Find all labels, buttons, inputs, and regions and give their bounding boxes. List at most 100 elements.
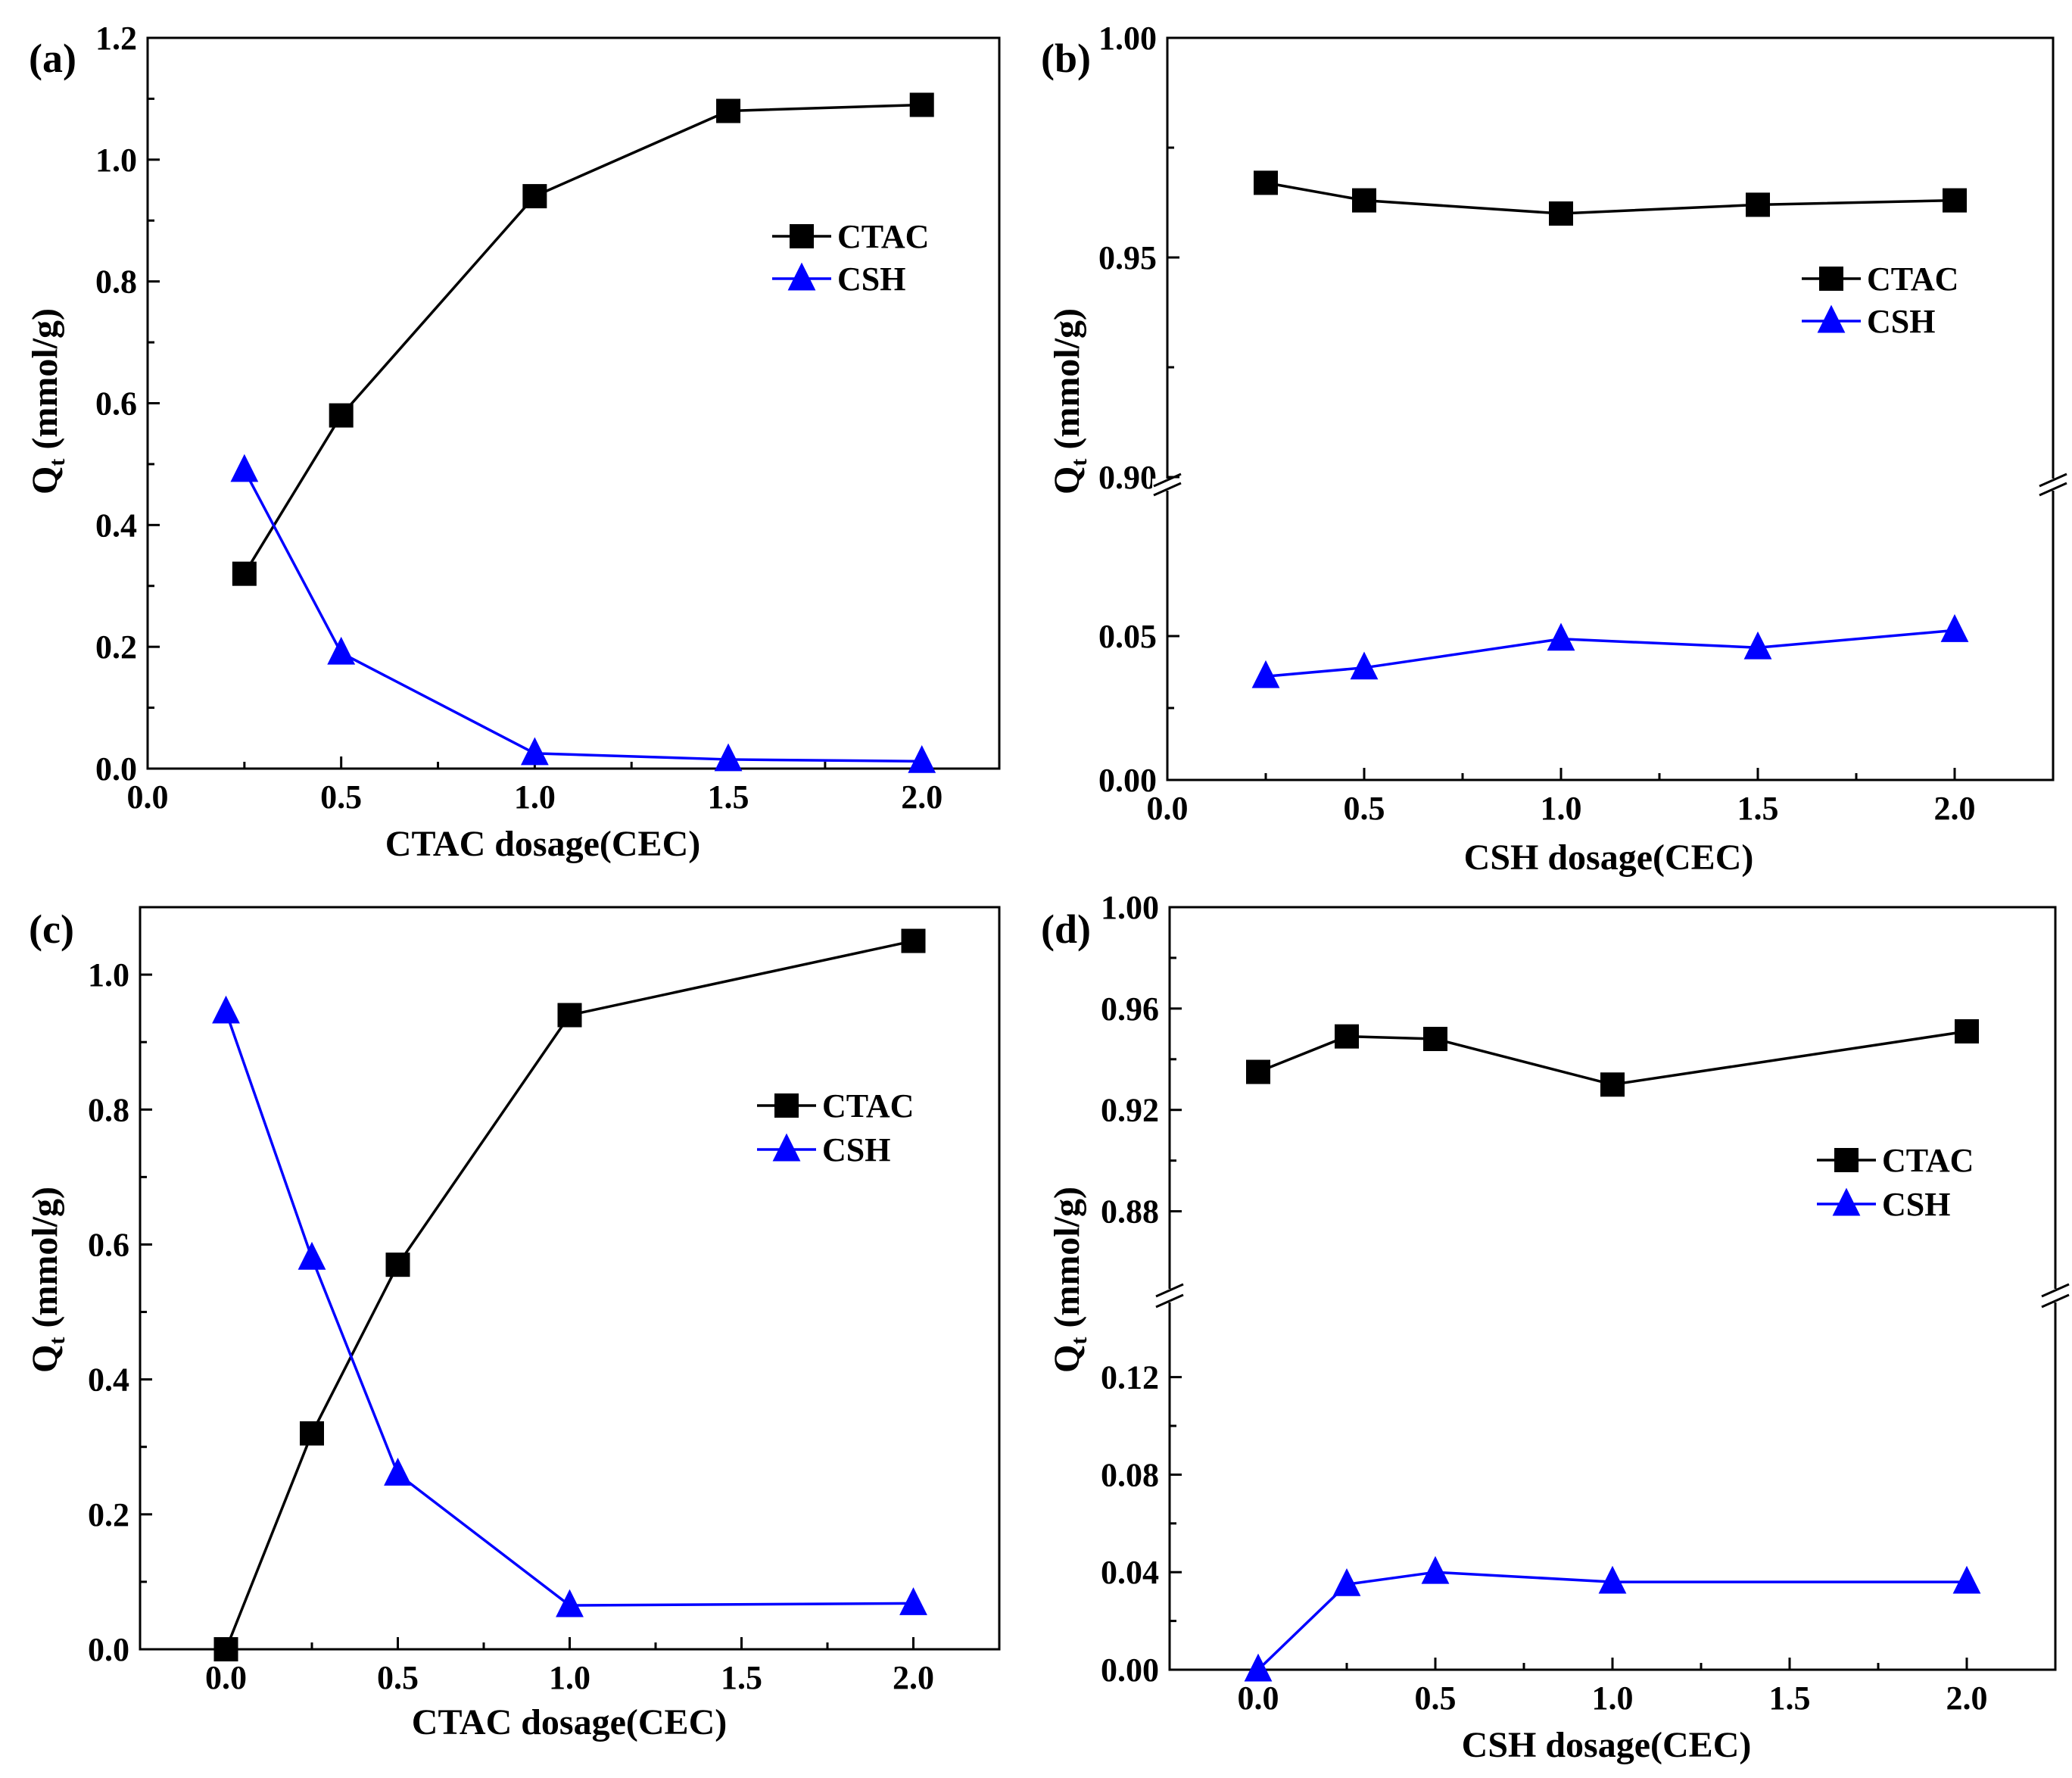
x-tick-label: 2.0 [893, 1659, 934, 1696]
data-point-csh [1350, 651, 1379, 680]
y-tick-label: 0.8 [88, 1091, 129, 1128]
panel-label: (c) [29, 906, 74, 952]
data-point-ctac [1246, 1059, 1270, 1084]
data-point-ctac [329, 403, 354, 428]
y-tick-label: 0.96 [1101, 990, 1159, 1028]
legend-label-ctac: CTAC [837, 218, 929, 255]
y-tick-label: 0.8 [95, 264, 137, 301]
data-point-csh [212, 995, 240, 1024]
x-axis-title: CSH dosage(CEC) [1462, 1725, 1752, 1765]
panel-d: 0.0 0.5 1.0 1.5 2.0 0.00 0.04 0.08 0.12 0.88 0.92 0… [1041, 889, 2070, 1765]
legend-marker-ctac [790, 224, 814, 248]
x-tick-label: 0.0 [205, 1659, 247, 1696]
axis-break-mark [2041, 1283, 2070, 1298]
series-line-csh [243, 469, 922, 763]
legend-label-csh: CSH [822, 1131, 890, 1168]
data-point-csh [1547, 622, 1575, 651]
panel-a: 0.0 0.5 1.0 1.5 2.0 0.0 0.2 0.4 0.6 0.8 1.0 1.2 CTAC… [25, 20, 1001, 864]
x-tick-label: 0.5 [1344, 790, 1385, 827]
data-point-ctac [909, 92, 934, 117]
y-axis-title: Qt (mmol/g) [1047, 1187, 1092, 1373]
legend-marker-ctac [1834, 1148, 1859, 1172]
y-tick-label: 1.0 [88, 956, 129, 993]
data-point-ctac [1335, 1024, 1359, 1049]
legend: CTAC CSH [757, 1087, 914, 1168]
data-point-ctac [522, 184, 547, 209]
x-tick-label: 2.0 [1934, 790, 1976, 827]
data-point-csh [384, 1458, 412, 1486]
x-axis-title: CSH dosage(CEC) [1464, 838, 1754, 878]
data-point-csh [1244, 1653, 1273, 1682]
legend-marker-csh [1817, 304, 1846, 333]
y-axis-title-subscript: t [45, 1337, 70, 1345]
y-tick-label: 0.88 [1101, 1193, 1159, 1231]
x-tick-label: 1.0 [1592, 1680, 1634, 1717]
x-tick-label: 1.5 [1737, 790, 1779, 827]
legend: CTAC CSH [1802, 260, 1958, 340]
axis-break-mark [1155, 1283, 1184, 1298]
x-tick-label: 0.0 [127, 778, 169, 816]
panel-label: (d) [1041, 906, 1091, 952]
series-line-csh [224, 1011, 914, 1607]
data-point-csh [1940, 614, 1969, 642]
legend-marker-ctac [1819, 267, 1843, 291]
data-point-ctac [1955, 1018, 1979, 1043]
y-axis-title-symbol: Q [25, 466, 65, 494]
legend-marker-csh [787, 262, 816, 291]
y-axis-title-symbol: Q [1047, 466, 1087, 494]
y-tick-label: 0.05 [1098, 618, 1157, 655]
series-ctac [232, 92, 934, 586]
legend-label-ctac: CTAC [822, 1087, 914, 1125]
series-csh [230, 454, 936, 773]
y-axis-title: Qt (mmol/g) [25, 308, 70, 494]
y-axis-title-unit: (mmol/g) [25, 308, 65, 459]
x-tick-label: 2.0 [1946, 1680, 1988, 1717]
series-ctac [213, 928, 926, 1661]
data-point-csh [1952, 1565, 1981, 1594]
data-point-csh [714, 743, 743, 772]
y-tick-label: 0.90 [1098, 459, 1157, 496]
axis-break-gap [2038, 479, 2068, 491]
x-axis-title: CTAC dosage(CEC) [385, 824, 700, 864]
data-point-ctac [1549, 201, 1573, 226]
legend-marker-ctac [774, 1093, 799, 1118]
y-tick-label: 0.6 [88, 1226, 129, 1263]
y-axis-title-unit: (mmol/g) [1047, 308, 1087, 459]
y-tick-label: 0.4 [88, 1362, 129, 1399]
y-tick-label: 1.00 [1101, 889, 1159, 926]
data-point-ctac [1600, 1072, 1625, 1097]
y-tick-label: 1.2 [95, 20, 137, 57]
data-point-ctac [300, 1421, 324, 1446]
x-tick-label: 0.5 [1415, 1680, 1457, 1717]
x-tick-label: 0.5 [377, 1659, 419, 1696]
axis-break-mark [1153, 482, 1182, 497]
series-ctac [1246, 1018, 1979, 1097]
data-point-ctac [901, 928, 926, 953]
data-point-csh [1421, 1555, 1450, 1584]
data-point-csh [1598, 1565, 1627, 1594]
axis-break-gap [2040, 1289, 2070, 1302]
legend-label-csh: CSH [837, 260, 905, 298]
series-line-ctac [243, 103, 922, 575]
x-tick-label: 1.5 [721, 1659, 762, 1696]
data-point-csh [520, 737, 549, 766]
plot-frame [146, 36, 1001, 770]
x-tick-label: 0.0 [1147, 790, 1189, 827]
y-axis-title-unit: (mmol/g) [1047, 1187, 1087, 1337]
legend-label-ctac: CTAC [1882, 1142, 1974, 1179]
axis-break-mark [2039, 473, 2067, 488]
series-csh [1251, 614, 1969, 688]
y-tick-label: 1.0 [95, 142, 137, 179]
series-line-ctac [224, 939, 914, 1650]
data-point-ctac [716, 98, 741, 123]
data-point-ctac [1746, 192, 1770, 217]
y-axis-title-symbol: Q [1047, 1345, 1087, 1373]
axis-break-mark [2039, 482, 2067, 497]
y-axis-title: Qt (mmol/g) [25, 1187, 70, 1373]
y-tick-label: 0.12 [1101, 1359, 1159, 1396]
panel-label: (a) [29, 36, 76, 81]
y-tick-label: 0.04 [1101, 1554, 1159, 1591]
panel-c: 0.0 0.5 1.0 1.5 2.0 0.0 0.2 0.4 0.6 0.8 1.0 CTAC CSH… [25, 906, 1001, 1742]
data-point-csh [230, 454, 259, 482]
y-tick-label: 1.00 [1098, 20, 1157, 57]
